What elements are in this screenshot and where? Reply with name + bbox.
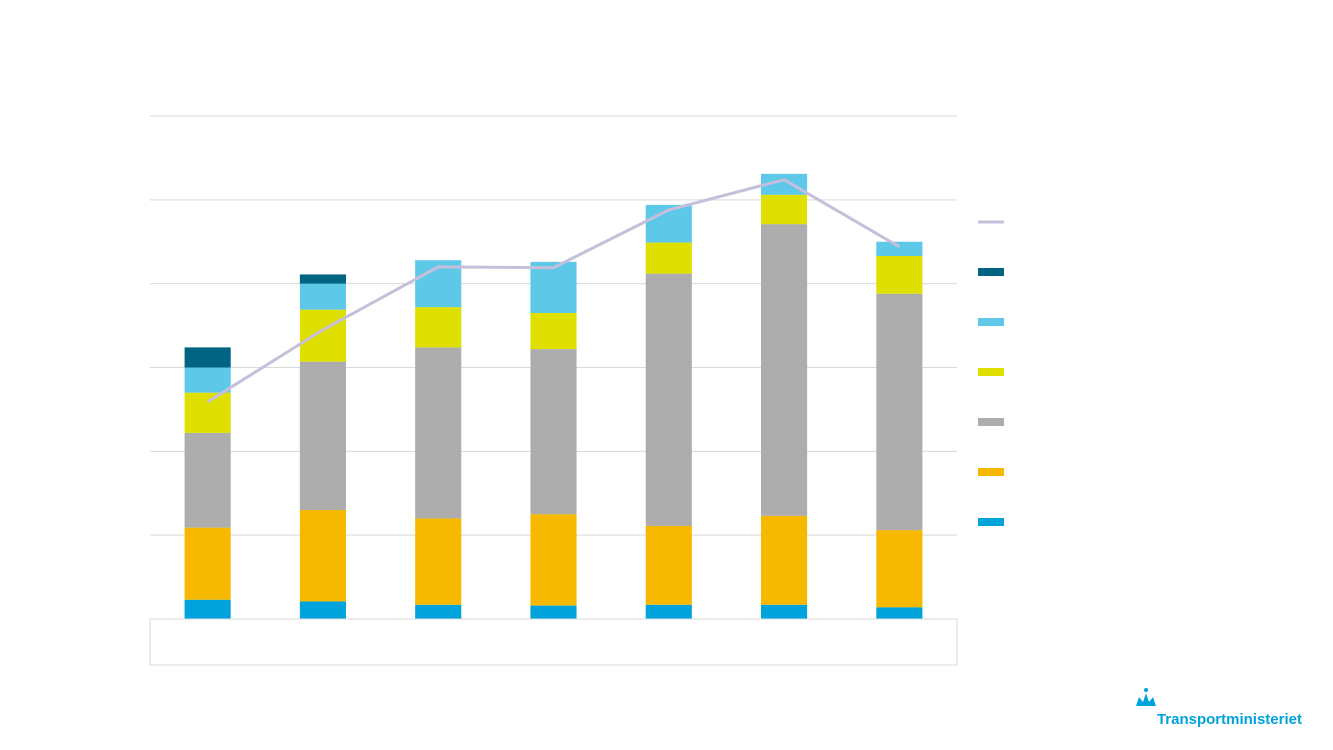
logo-text: Transportministeriet (1157, 711, 1302, 728)
legend-swatch (978, 368, 1004, 376)
bar-segment (530, 514, 577, 606)
bar-segment (761, 224, 808, 516)
bar-segment (645, 604, 692, 619)
legend-swatch (978, 268, 1004, 276)
bar-segment (299, 274, 346, 284)
bar-segment (876, 241, 923, 257)
bar-segment (530, 261, 577, 314)
bar-segment (184, 527, 231, 600)
axis-box (149, 618, 958, 666)
bar-segment (184, 347, 231, 368)
bar-segment (299, 361, 346, 511)
bar-segment (761, 173, 808, 195)
bar-segment (761, 604, 808, 619)
plot (150, 115, 1004, 620)
bar-segment (299, 283, 346, 310)
bar-segment (184, 432, 231, 528)
bar-segment (184, 367, 231, 393)
bar-segment (530, 349, 577, 515)
bar-segment (645, 242, 692, 274)
legend-swatch (978, 518, 1004, 526)
legend-swatch (978, 418, 1004, 426)
bar-segment (415, 604, 462, 619)
bar-segment (184, 599, 231, 619)
bar-segment (530, 605, 577, 619)
bar-segment (645, 273, 692, 526)
bar-segment (415, 347, 462, 519)
bar-segment (645, 525, 692, 605)
bar-segment (415, 518, 462, 605)
bar-segment (415, 307, 462, 348)
bar-segment (876, 293, 923, 531)
bar-segment (299, 601, 346, 619)
bar-segment (761, 194, 808, 225)
bar-segment (299, 510, 346, 602)
bar-segment (876, 256, 923, 294)
bar-segment (876, 607, 923, 619)
bar-segment (184, 392, 231, 433)
legend-swatch (978, 318, 1004, 326)
bar-segment (876, 530, 923, 608)
bar-segment (761, 515, 808, 605)
legend-swatch (978, 468, 1004, 476)
logo-crown (1136, 688, 1156, 706)
line (206, 178, 901, 404)
bar-segment (299, 309, 346, 362)
bar-segment (530, 313, 577, 350)
